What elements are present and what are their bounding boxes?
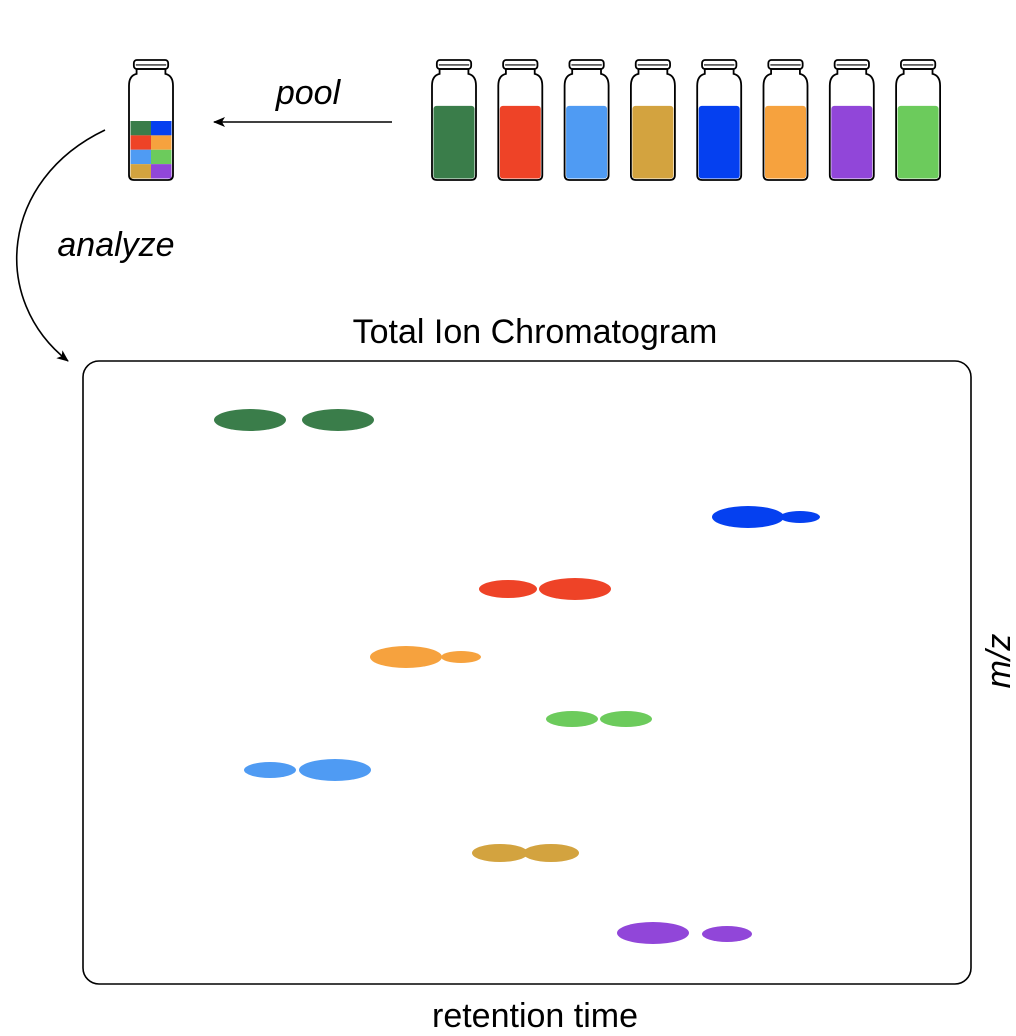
vial-dark-green xyxy=(431,59,477,181)
pooled-vial xyxy=(128,59,174,181)
peak-light-blue-2 xyxy=(299,759,371,781)
vial-orange-outline xyxy=(762,68,809,181)
vial-light-blue xyxy=(563,59,610,181)
pooled-cell-dark_green xyxy=(130,121,151,136)
pooled-vial-body-outline xyxy=(128,68,174,181)
vial-light-green-outline xyxy=(895,68,941,181)
vial-red-liquid xyxy=(499,105,541,179)
pool-label: pool xyxy=(275,74,342,112)
pooled-vial-body xyxy=(128,59,174,181)
vial-gold xyxy=(630,59,676,181)
vial-dark-green-liquid xyxy=(433,105,475,179)
vial-purple-outline xyxy=(828,68,875,181)
peak-red-2 xyxy=(539,578,611,600)
vial-blue xyxy=(696,59,743,181)
peak-light-green-2 xyxy=(600,711,652,727)
vial-light-blue-liquid xyxy=(566,105,608,179)
vial-purple-liquid xyxy=(831,105,873,179)
vial-red xyxy=(497,59,544,181)
peak-red-1 xyxy=(479,580,537,598)
peak-orange-1 xyxy=(370,646,442,668)
vial-light-green xyxy=(895,59,941,181)
chromatogram-frame xyxy=(82,360,972,985)
y-axis-label: m/z xyxy=(980,634,1016,689)
vial-dark-green-outline xyxy=(431,68,477,181)
analyze-label: analyze xyxy=(57,226,174,264)
peak-blue-2 xyxy=(780,511,820,523)
peak-blue-1 xyxy=(712,506,784,528)
pooled-cell-light_green xyxy=(151,149,172,165)
pooled-cell-blue xyxy=(151,121,172,136)
pooled-cell-purple xyxy=(151,164,172,179)
peak-dark-green-1 xyxy=(214,409,286,431)
vial-gold-outline xyxy=(630,68,676,181)
peak-light-blue-1 xyxy=(244,762,296,778)
pooled-cell-red xyxy=(130,135,151,150)
peak-gold-1 xyxy=(472,844,528,862)
vial-red-outline xyxy=(497,68,544,181)
pooled-cell-gold xyxy=(130,164,151,179)
sample-vials-row xyxy=(431,59,941,181)
peak-dark-green-2 xyxy=(302,409,374,431)
analyze-arrow xyxy=(15,129,106,362)
chromatogram-peaks xyxy=(214,409,820,944)
pooled-cell-orange xyxy=(151,135,172,150)
vial-blue-outline xyxy=(696,68,743,181)
x-axis-label: retention time xyxy=(432,997,638,1035)
peak-light-green-1 xyxy=(546,711,598,727)
pooled-cell-light_blue xyxy=(130,149,151,165)
peak-purple-1 xyxy=(617,922,689,944)
peak-orange-2 xyxy=(441,651,481,663)
vial-orange-liquid xyxy=(765,105,806,179)
vial-blue-liquid xyxy=(698,105,740,179)
vial-light-green-liquid xyxy=(897,105,939,179)
chart-title: Total Ion Chromatogram xyxy=(353,313,718,351)
peak-purple-2 xyxy=(702,926,752,942)
vial-orange xyxy=(762,59,809,181)
vial-purple xyxy=(828,59,875,181)
vial-gold-liquid xyxy=(632,105,674,179)
peak-gold-2 xyxy=(523,844,579,862)
vial-light-blue-outline xyxy=(563,68,610,181)
